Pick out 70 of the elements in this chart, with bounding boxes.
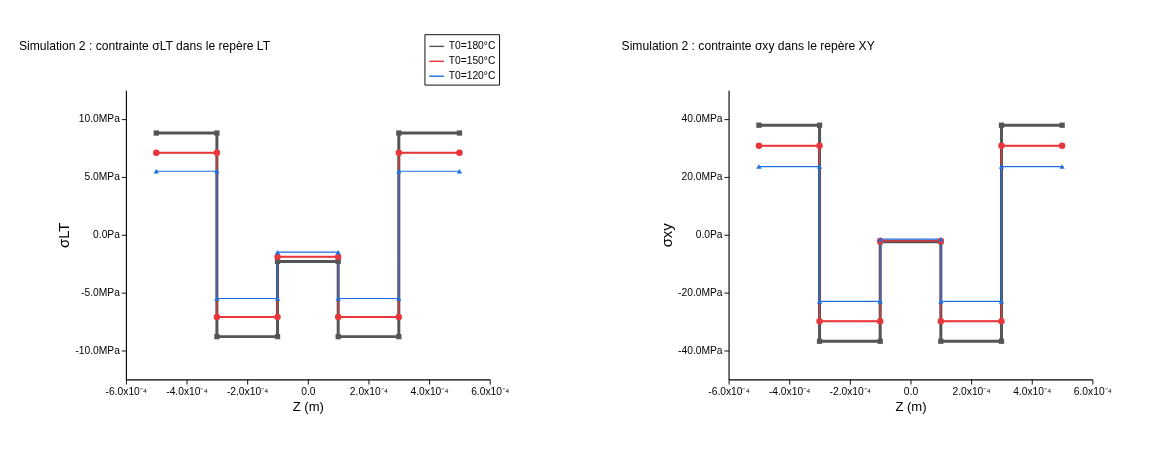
point — [877, 299, 883, 304]
point — [396, 296, 402, 301]
point — [938, 299, 944, 304]
point — [153, 130, 159, 136]
y-tick-label: 10.0MPa — [78, 113, 121, 125]
x-tick-label: 4.0x10⁻⁴ — [410, 385, 449, 397]
point — [1059, 164, 1065, 169]
point — [755, 142, 763, 149]
point — [816, 142, 823, 149]
point — [816, 299, 823, 304]
x-tick-label: -2.0x10⁻⁴ — [226, 385, 269, 397]
point — [998, 164, 1005, 169]
point — [334, 253, 342, 261]
x-tick-label: 2.0x10⁻⁴ — [952, 385, 991, 397]
x-tick-label: 6.0x10⁻⁴ — [471, 385, 510, 397]
x-tick-label: -4.0x10⁻⁴ — [768, 385, 811, 397]
point — [395, 313, 403, 321]
chart-title: Simulation 2 : contrainte σxy dans le repère XY — [621, 39, 875, 54]
x-axis-title: Z (m) — [292, 398, 324, 414]
point — [274, 296, 281, 301]
point — [395, 149, 403, 156]
legend-label: T0=120°C — [448, 70, 496, 82]
x-tick-label: -4.0x10⁻⁴ — [166, 385, 208, 397]
y-tick-label: 40.0MPa — [681, 113, 723, 125]
chart-title: Simulation 2 : contrainte σLT dans le repère LT — [18, 39, 271, 54]
point — [213, 149, 221, 156]
point — [274, 313, 281, 321]
y-tick-label: -10.0MPa — [75, 344, 121, 356]
point — [214, 130, 220, 136]
x-tick-label: -6.0x10⁻⁴ — [708, 385, 750, 397]
point — [335, 296, 341, 301]
x-tick-label: 4.0x10⁻⁴ — [1013, 385, 1052, 397]
point — [396, 130, 402, 136]
point — [334, 313, 342, 321]
x-tick-label: -2.0x10⁻⁴ — [829, 385, 872, 397]
point — [937, 318, 945, 325]
point — [816, 164, 823, 169]
x-tick-label: 0.0 — [903, 385, 919, 397]
y-tick-label: 20.0MPa — [681, 171, 723, 183]
point — [756, 164, 762, 169]
point — [876, 318, 884, 325]
x-tick-label: 2.0x10⁻⁴ — [349, 385, 389, 397]
x-axis-title: Z (m) — [895, 398, 927, 414]
y-axis-title: σLT — [54, 222, 72, 249]
x-tick-label: -6.0x10⁻⁴ — [105, 385, 148, 397]
point — [998, 318, 1005, 325]
point — [756, 122, 762, 128]
y-tick-label: 0.0Pa — [695, 229, 723, 241]
y-axis-title: σxy — [657, 222, 675, 248]
point — [213, 313, 221, 321]
point — [1059, 122, 1065, 128]
y-tick-label: -5.0MPa — [81, 286, 121, 298]
y-tick-label: -40.0MPa — [678, 344, 723, 356]
point — [274, 253, 281, 261]
point — [998, 142, 1005, 149]
y-tick-label: 0.0Pa — [93, 229, 121, 241]
point — [998, 299, 1005, 304]
point — [456, 149, 463, 156]
x-tick-label: 0.0 — [301, 385, 316, 397]
x-tick-label: 6.0x10⁻⁴ — [1073, 385, 1112, 397]
point — [214, 296, 220, 301]
legend-label: T0=180°C — [448, 40, 496, 52]
point — [816, 318, 823, 325]
legend-label: T0=150°C — [448, 55, 496, 67]
point — [153, 149, 160, 156]
y-tick-label: -20.0MPa — [678, 286, 723, 298]
y-tick-label: 5.0MPa — [84, 171, 121, 183]
point — [456, 130, 463, 136]
point — [1058, 142, 1066, 149]
point — [214, 333, 220, 340]
